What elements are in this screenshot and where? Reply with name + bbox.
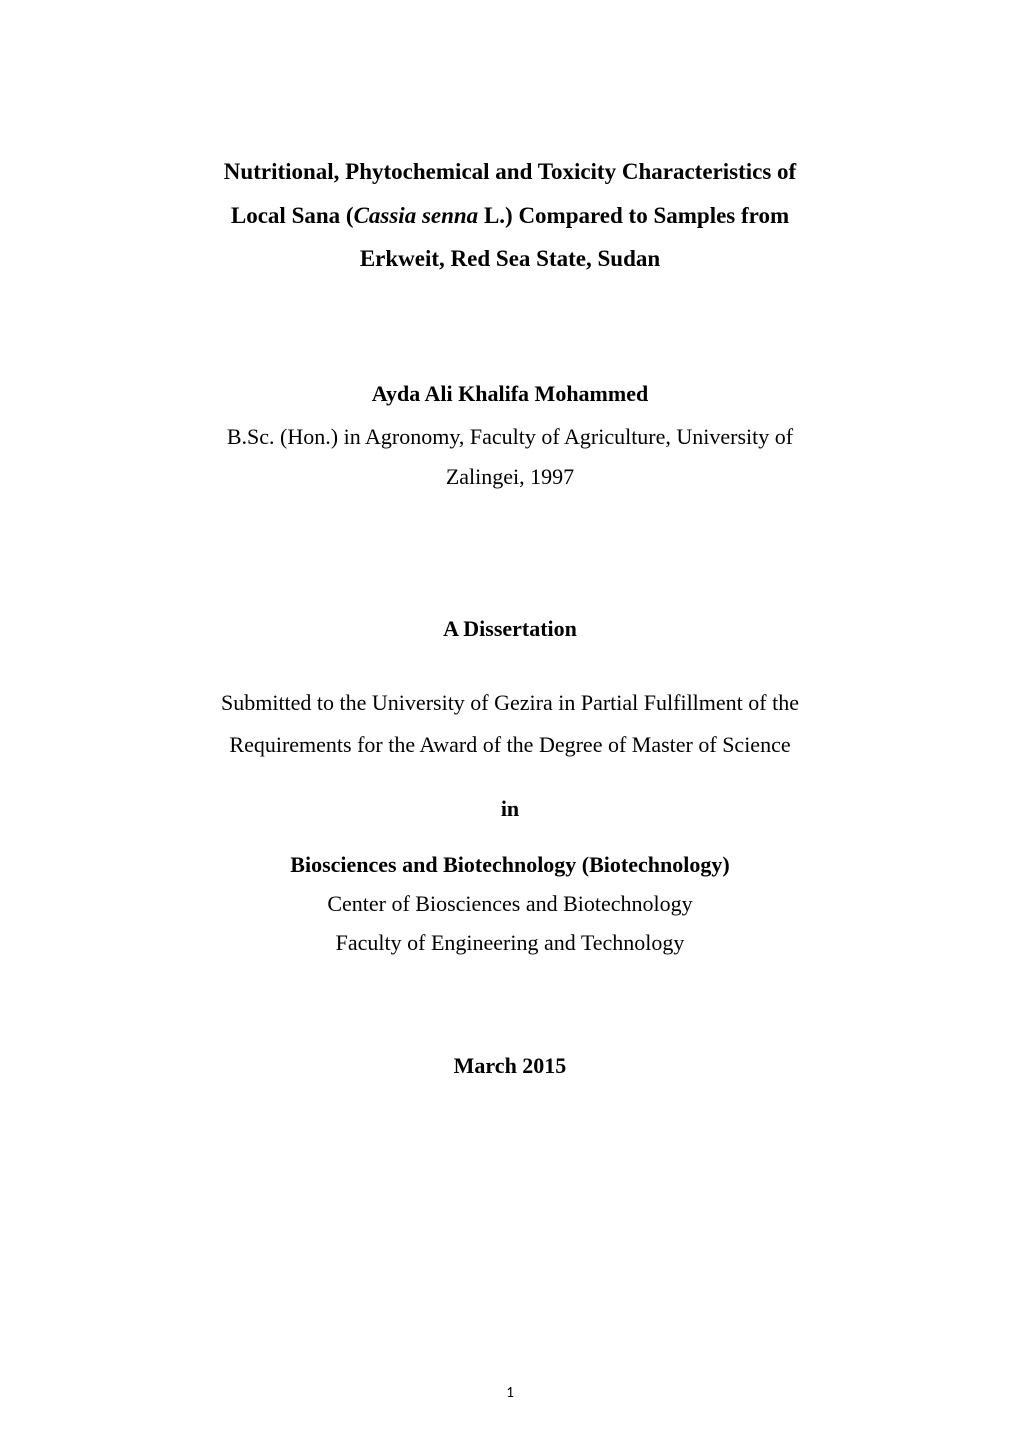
submission-statement: Submitted to the University of Gezira in… — [130, 682, 890, 766]
title-line-2-pre: Local Sana ( — [231, 203, 354, 228]
author-credentials-line-1: B.Sc. (Hon.) in Agronomy, Faculty of Agr… — [130, 417, 890, 457]
author-name: Ayda Ali Khalifa Mohammed — [130, 381, 890, 407]
title-line-2-post: L.) Compared to Samples from — [478, 203, 789, 228]
page-number: 1 — [0, 1384, 1020, 1402]
faculty-name: Faculty of Engineering and Technology — [130, 923, 890, 963]
title-line-2-italic: Cassia senna — [354, 203, 479, 228]
dissertation-heading: A Dissertation — [130, 616, 890, 642]
author-credentials-line-2: Zalingei, 1997 — [130, 457, 890, 497]
submission-line-2: Requirements for the Award of the Degree… — [130, 724, 890, 766]
dissertation-title-page: Nutritional, Phytochemical and Toxicity … — [0, 0, 1020, 1442]
submission-line-1: Submitted to the University of Gezira in… — [130, 682, 890, 724]
title-block: Nutritional, Phytochemical and Toxicity … — [130, 150, 890, 281]
title-line-3: Erkweit, Red Sea State, Sudan — [130, 237, 890, 281]
center-name: Center of Biosciences and Biotechnology — [130, 884, 890, 924]
dissertation-date: March 2015 — [130, 1053, 890, 1079]
title-line-2: Local Sana (Cassia senna L.) Compared to… — [130, 194, 890, 238]
program-name: Biosciences and Biotechnology (Biotechno… — [130, 852, 890, 878]
in-word: in — [130, 796, 890, 822]
title-line-1: Nutritional, Phytochemical and Toxicity … — [130, 150, 890, 194]
author-credentials: B.Sc. (Hon.) in Agronomy, Faculty of Agr… — [130, 417, 890, 496]
